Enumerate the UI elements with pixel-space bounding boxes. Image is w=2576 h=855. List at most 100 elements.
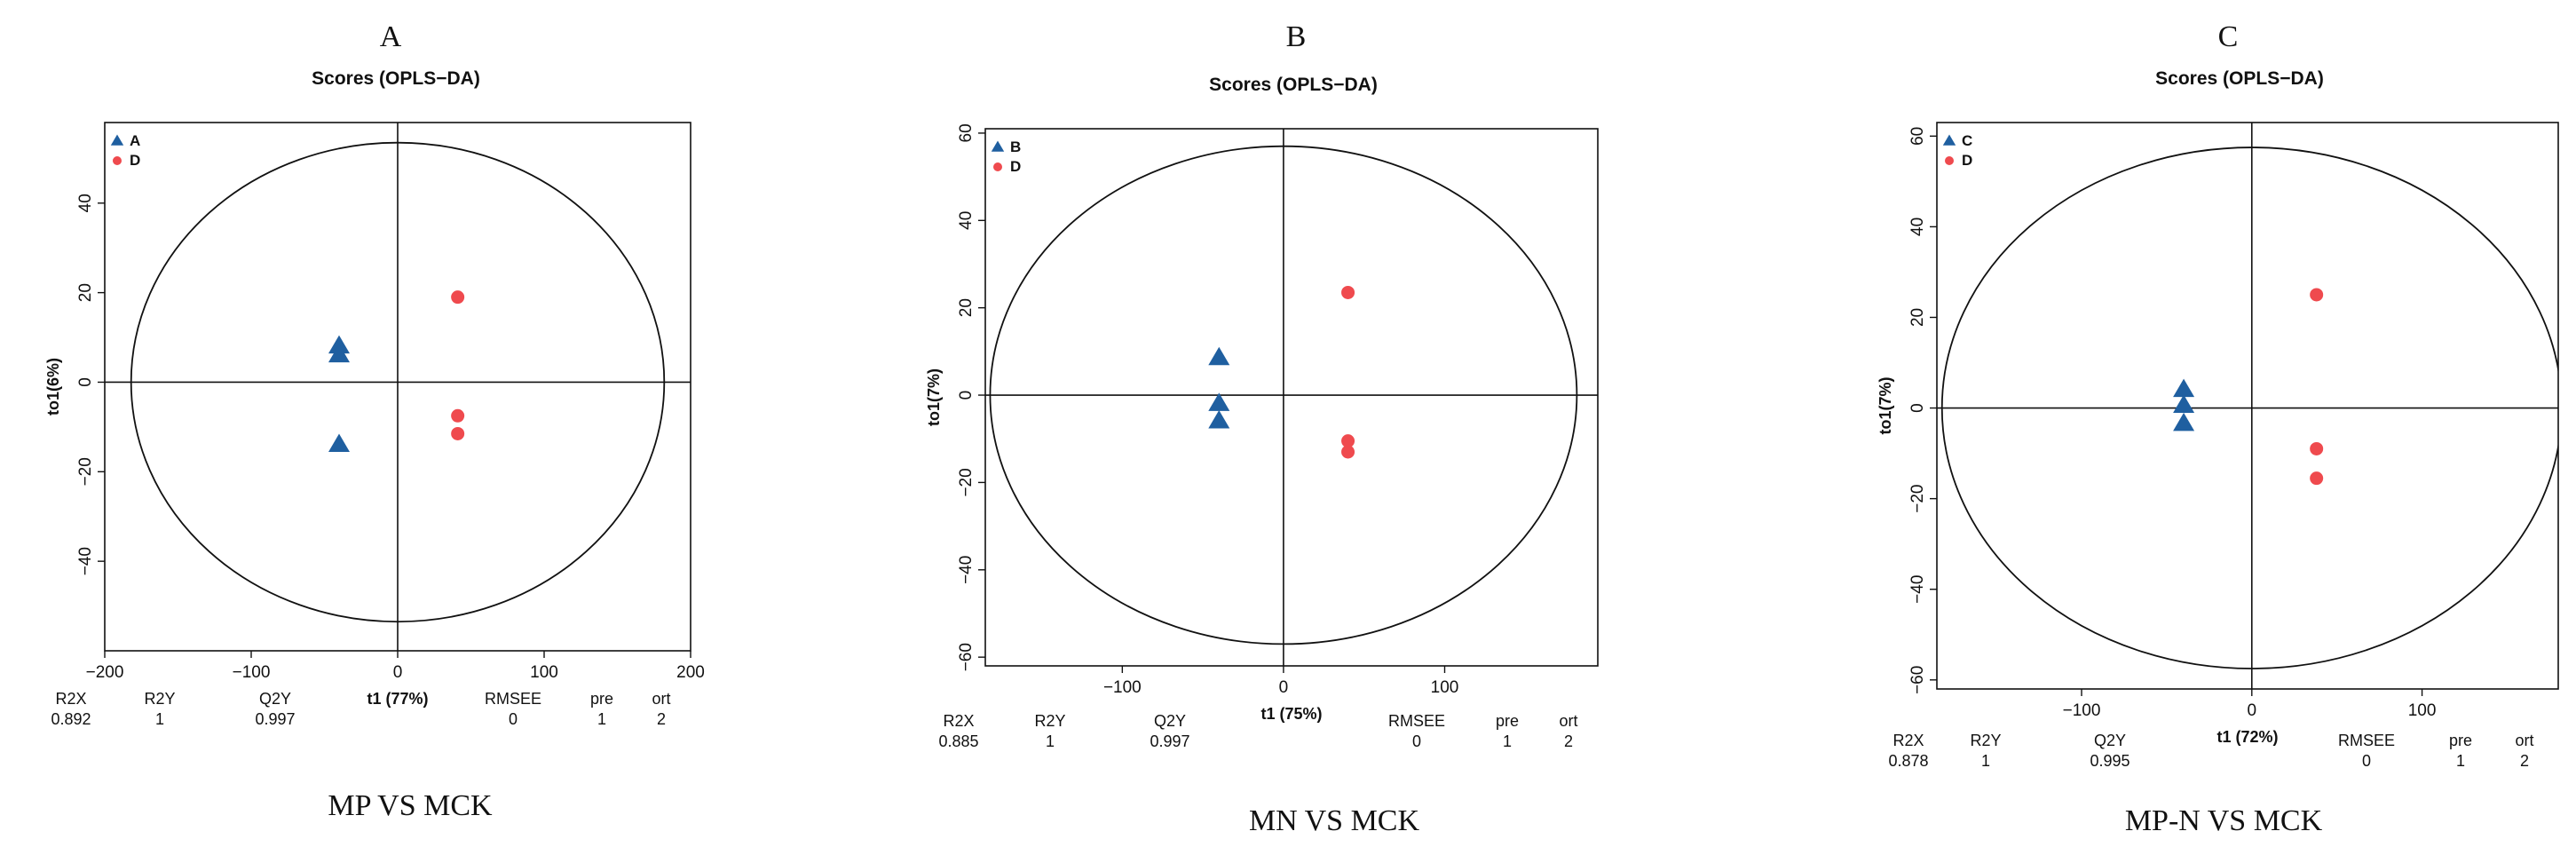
legend-label: D <box>1010 158 1021 175</box>
data-point-triangle <box>2173 394 2195 413</box>
legend-label: C <box>1962 132 1972 149</box>
data-point-circle <box>1341 285 1355 299</box>
y-tick-label: 20 <box>957 298 976 317</box>
stat-header: RMSEE <box>485 690 541 708</box>
x-axis-label: t1 (77%) <box>367 690 428 708</box>
panel-letter: A <box>380 20 402 53</box>
stat-value: 0 <box>1412 732 1421 750</box>
stat-value: 1 <box>1503 732 1512 750</box>
x-tick-label: −100 <box>1103 678 1142 697</box>
plot-area <box>1937 123 2558 689</box>
stat-header: Q2Y <box>2094 732 2126 749</box>
stat-header: pre <box>2449 732 2472 749</box>
x-tick-label: −100 <box>2063 701 2101 720</box>
data-point-circle <box>451 426 465 440</box>
data-point-triangle <box>1208 392 1230 411</box>
legend-triangle-icon <box>1942 134 1956 146</box>
legend-label: B <box>1010 139 1021 155</box>
y-tick-label: 40 <box>1908 218 1927 236</box>
stat-header: pre <box>590 690 613 708</box>
data-point-circle <box>1341 445 1355 459</box>
plot-title: Scores (OPLS−DA) <box>2155 68 2324 89</box>
x-tick-label: 100 <box>530 663 558 682</box>
data-point-triangle <box>1208 346 1230 366</box>
stat-value: 1 <box>1046 732 1055 750</box>
y-tick-label: 0 <box>76 377 95 387</box>
legend-circle-icon <box>993 162 1002 171</box>
plot-area <box>105 123 691 651</box>
stat-header: R2Y <box>1034 712 1065 730</box>
data-point-circle <box>2310 441 2324 455</box>
stat-value: 1 <box>2456 752 2465 770</box>
data-point-triangle <box>328 433 350 453</box>
data-point-triangle <box>328 344 350 363</box>
stat-value: 0.995 <box>2090 752 2130 770</box>
legend: BD <box>991 139 1021 175</box>
x-axis-label: t1 (72%) <box>2216 728 2278 746</box>
series-c-triangles <box>2173 378 2195 431</box>
model-stats: R2X 0.892 R2Y 1 Q2Y 0.997 RMSEE 0 pre 1 ort 2 <box>51 690 670 728</box>
panel-letter: C <box>2218 20 2239 53</box>
stat-value: 0.997 <box>255 710 295 728</box>
y-tick-label: −20 <box>76 457 95 486</box>
x-tick-label: −200 <box>86 663 124 682</box>
panel-caption: MP VS MCK <box>328 789 493 822</box>
y-tick-label: 40 <box>957 211 976 230</box>
hotelling-ellipse <box>130 141 666 623</box>
y-axis-label: to1(7%) <box>1877 376 1894 434</box>
stat-header: R2Y <box>144 690 175 708</box>
panel-letter: B <box>1286 20 1307 53</box>
plot-frame <box>984 128 1599 667</box>
x-tick-label: 0 <box>1279 678 1289 697</box>
stat-value: 0.997 <box>1150 732 1189 750</box>
y-tick-label: 40 <box>76 194 95 212</box>
y-tick-label: −40 <box>957 556 976 584</box>
x-tick-label: 100 <box>1431 678 1459 697</box>
plot-title: Scores (OPLS−DA) <box>312 68 480 89</box>
x-axis-label: t1 (75%) <box>1260 705 1322 723</box>
stat-header: R2X <box>55 690 86 708</box>
y-axis-label: to1(6%) <box>44 358 62 416</box>
y-tick-label: −40 <box>1908 575 1927 604</box>
stat-value: 1 <box>155 710 164 728</box>
y-tick-label: 60 <box>1908 127 1927 146</box>
stat-header: RMSEE <box>1388 712 1445 730</box>
data-point-triangle <box>2173 378 2195 398</box>
stat-header: pre <box>1496 712 1519 730</box>
x-tick-label: 200 <box>676 663 705 682</box>
series-d-circles <box>451 290 465 440</box>
y-tick-label: −60 <box>957 643 976 671</box>
x-tick-label: 0 <box>393 663 403 682</box>
data-point-circle <box>451 290 465 305</box>
stat-value: 2 <box>1564 732 1573 750</box>
legend-circle-icon <box>113 156 122 165</box>
y-tick-label: 0 <box>1908 403 1927 413</box>
y-axis-label: to1(7%) <box>925 368 943 426</box>
stat-header: R2X <box>1892 732 1924 749</box>
y-tick-label: 0 <box>957 391 976 400</box>
x-tick-label: 100 <box>2408 701 2437 720</box>
legend: CD <box>1942 132 1972 169</box>
data-point-circle <box>451 408 465 423</box>
data-point-triangle <box>2173 412 2195 431</box>
stat-header: Q2Y <box>259 690 291 708</box>
stat-value: 0.885 <box>938 732 978 750</box>
hotelling-ellipse <box>989 145 1578 645</box>
y-tick-label: 20 <box>76 283 95 302</box>
legend-circle-icon <box>1945 156 1954 165</box>
y-tick-label: 60 <box>957 123 976 142</box>
series-d-circles <box>2310 288 2324 486</box>
model-stats: R2X 0.885 R2Y 1 Q2Y 0.997 RMSEE 0 pre 1 ort 2 <box>938 712 1577 750</box>
stat-value: 1 <box>597 710 606 728</box>
data-point-triangle <box>1208 410 1230 429</box>
stat-header: R2Y <box>1970 732 2001 749</box>
y-tick-label: −40 <box>76 547 95 575</box>
stat-header: ort <box>2515 732 2533 749</box>
plot-area <box>985 129 1598 666</box>
data-point-circle <box>2310 471 2324 486</box>
series-b-triangles <box>1208 346 1230 429</box>
